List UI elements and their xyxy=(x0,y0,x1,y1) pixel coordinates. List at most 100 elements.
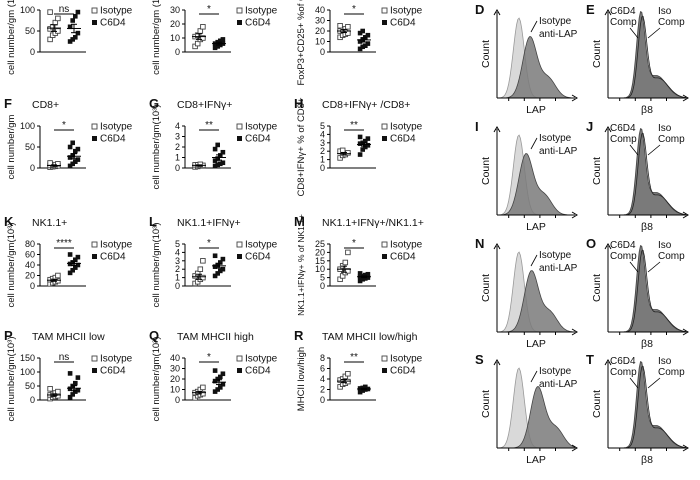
panel-letter: M xyxy=(294,214,305,229)
y-tick-label: 40 xyxy=(170,353,180,363)
y-tick-label: 0 xyxy=(30,47,35,57)
label-line: Comp xyxy=(610,134,637,145)
data-point-c6d4 xyxy=(357,152,363,157)
data-point-isotype xyxy=(55,388,61,395)
x-axis-arrow xyxy=(571,211,578,219)
panel-letter: L xyxy=(149,214,157,229)
histogram-label-c6d4-comp: C6D4 Comp xyxy=(610,356,637,378)
data-point-isotype xyxy=(200,274,206,281)
y-axis-label: MHCII low/high xyxy=(296,347,307,411)
data-point-c6d4 xyxy=(67,394,73,400)
data-point-c6d4 xyxy=(67,155,73,160)
data-point-c6d4 xyxy=(363,384,368,390)
data-point-c6d4 xyxy=(67,270,73,276)
legend-marker-c6d4 xyxy=(92,20,97,25)
histogram-label-iso-comp: Iso Comp xyxy=(658,356,685,378)
legend-marker-isotype xyxy=(236,355,243,362)
data-point-c6d4 xyxy=(220,149,226,155)
label-line: Comp xyxy=(658,251,685,262)
y-tick-label: 60 xyxy=(25,250,35,260)
panel-letter: D xyxy=(475,2,484,17)
data-point-c6d4 xyxy=(212,378,218,384)
y-axis-label: cell number/gm(10³) xyxy=(6,223,17,308)
data-point-c6d4 xyxy=(70,18,75,23)
y-tick-label: 10 xyxy=(315,264,325,274)
data-point-c6d4 xyxy=(365,271,371,277)
data-point-isotype xyxy=(200,24,206,30)
data-point-c6d4 xyxy=(365,275,371,280)
significance-label: * xyxy=(207,238,211,249)
legend-marker-c6d4 xyxy=(237,20,242,25)
panel-letter: J xyxy=(586,119,593,134)
histogram-label-c6d4-comp: C6D4 Comp xyxy=(610,6,637,28)
histogram-label-c6d4-comp: C6D4 Comp xyxy=(610,123,637,145)
data-point-c6d4 xyxy=(212,368,218,373)
data-point-c6d4 xyxy=(218,38,223,44)
significance-label: * xyxy=(207,352,211,363)
x-axis-label: LAP xyxy=(526,221,546,233)
panel-letter: G xyxy=(149,96,159,111)
chart-title: CD8+IFNγ+ /CD8+ xyxy=(322,99,410,111)
data-point-c6d4 xyxy=(365,143,371,148)
y-axis-label: cell number/gm xyxy=(6,114,17,179)
significance-label: * xyxy=(62,120,66,131)
y-tick-label: 50 xyxy=(25,26,35,36)
significance-label: ** xyxy=(350,120,358,131)
legend-label-c6d4: C6D4 xyxy=(245,252,271,263)
x-axis-label: β8 xyxy=(641,221,653,233)
data-point-c6d4 xyxy=(67,24,73,30)
label-line: Comp xyxy=(658,17,685,28)
data-point-c6d4 xyxy=(220,266,226,272)
y-tick-label: 5 xyxy=(320,273,325,283)
data-point-c6d4 xyxy=(357,30,363,36)
data-point-c6d4 xyxy=(67,252,73,257)
data-point-isotype xyxy=(345,371,351,377)
data-point-c6d4 xyxy=(360,388,365,393)
data-point-c6d4 xyxy=(220,381,226,387)
chart-title: TAM MHCII high xyxy=(177,331,254,343)
data-point-c6d4 xyxy=(212,264,218,269)
data-point-c6d4 xyxy=(75,157,81,162)
data-point-c6d4 xyxy=(220,256,226,262)
label-line: Iso xyxy=(658,240,672,251)
panel-letter: S xyxy=(475,352,484,367)
chart-title: NK1.1+IFNγ+/NK1.1+ xyxy=(322,217,424,229)
significance-label: ns xyxy=(59,4,70,15)
data-point-isotype xyxy=(47,386,53,392)
y-tick-label: 25 xyxy=(315,239,325,249)
histogram-label-isotype: Isotype xyxy=(539,133,572,144)
y-axis-label: FoxP3+CD25+ %of CD4+ xyxy=(296,0,307,86)
panel-letter: H xyxy=(294,96,303,111)
data-point-c6d4 xyxy=(67,144,73,150)
label-pointer xyxy=(629,377,639,389)
y-tick-label: 100 xyxy=(20,367,35,377)
y-axis-label: NK1.1+IFNγ+ % of NK1.1+ xyxy=(296,214,306,316)
y-tick-label: 20 xyxy=(315,26,325,36)
y-tick-label: 5 xyxy=(320,121,325,131)
legend-marker-c6d4 xyxy=(237,254,242,259)
data-point-isotype xyxy=(197,161,204,168)
y-tick-label: 1 xyxy=(175,153,180,163)
y-axis-arrow xyxy=(604,243,612,250)
y-tick-label: 0 xyxy=(30,395,35,405)
significance-label: * xyxy=(352,238,356,249)
data-point-c6d4 xyxy=(363,35,368,40)
legend-marker-c6d4 xyxy=(92,254,97,259)
data-point-c6d4 xyxy=(67,386,73,392)
data-point-c6d4 xyxy=(73,380,78,386)
label-pointer xyxy=(647,144,661,156)
data-point-c6d4 xyxy=(365,41,371,46)
data-point-c6d4 xyxy=(73,35,78,40)
data-point-c6d4 xyxy=(215,142,220,148)
label-pointer xyxy=(530,137,538,150)
y-axis-label: cell number/gm(10³) xyxy=(151,337,162,422)
data-point-isotype xyxy=(200,35,206,41)
data-point-c6d4 xyxy=(67,39,73,44)
histogram-label-anti-lap: anti-LAP xyxy=(539,263,578,274)
legend-label-isotype: Isotype xyxy=(245,354,278,365)
